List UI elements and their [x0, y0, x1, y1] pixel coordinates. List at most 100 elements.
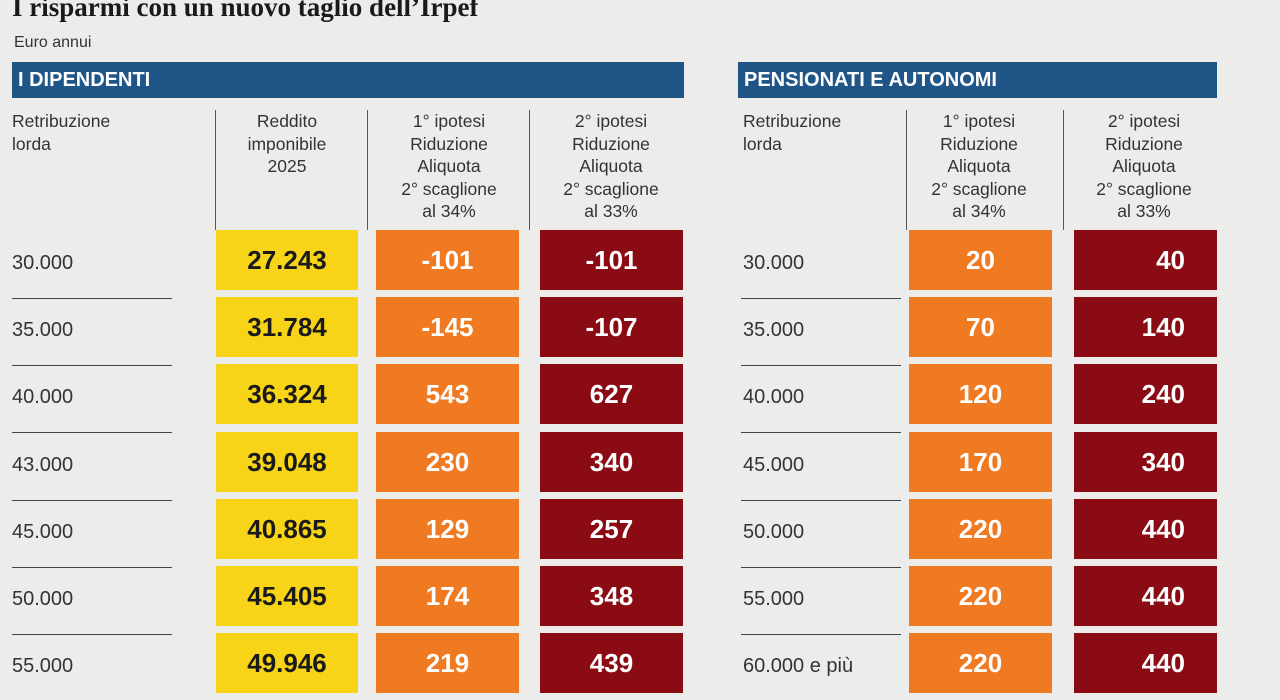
pensioners-col-h2-header: 2° ipotesi Riduzione Aliquota 2° scaglio…	[1063, 110, 1225, 223]
header-line: Retribuzione	[12, 111, 111, 131]
column-divider	[906, 110, 907, 230]
hypothesis-2-cell: 348	[540, 566, 683, 626]
hypothesis-1-cell: 230	[376, 432, 519, 492]
header-line: Retribuzione	[743, 111, 842, 131]
header-line: lorda	[743, 133, 782, 154]
header-line: al 33%	[584, 201, 638, 221]
column-divider	[529, 110, 530, 230]
header-line: 2° ipotesi	[1107, 111, 1181, 131]
gross-salary-label: 43.000	[12, 454, 74, 476]
hypothesis-1-cell: 20	[909, 230, 1052, 290]
hypothesis-2-cell: 257	[540, 499, 683, 559]
taxable-income-cell: 45.405	[216, 566, 358, 626]
header-line: Aliquota	[417, 156, 481, 176]
header-line: Aliquota	[579, 156, 643, 176]
pensioners-col-gross-header: Retribuzione lorda	[743, 110, 903, 155]
gross-salary-label: 50.000	[12, 588, 74, 610]
gross-salary-label: 45.000	[12, 521, 74, 543]
hypothesis-2-cell: 440	[1074, 499, 1217, 559]
row-divider	[12, 432, 172, 433]
taxable-income-cell: 27.243	[216, 230, 358, 290]
taxable-income-cell: 49.946	[216, 633, 358, 693]
hypothesis-2-cell: 240	[1074, 364, 1217, 424]
hypothesis-1-cell: 220	[909, 566, 1052, 626]
hypothesis-2-cell: 340	[540, 432, 683, 492]
hypothesis-2-cell: -101	[540, 230, 683, 290]
header-line: 2025	[267, 156, 307, 176]
employees-col-h2-header: 2° ipotesi Riduzione Aliquota 2° scaglio…	[530, 110, 692, 223]
hypothesis-1-cell: 220	[909, 633, 1052, 693]
taxable-income-cell: 40.865	[216, 499, 358, 559]
hypothesis-1-cell: 129	[376, 499, 519, 559]
hypothesis-1-cell: 220	[909, 499, 1052, 559]
header-line: Riduzione	[940, 133, 1018, 154]
gross-salary-label: 40.000	[12, 386, 74, 408]
row-divider	[12, 567, 172, 568]
row-divider	[741, 500, 901, 501]
hypothesis-1-cell: 170	[909, 432, 1052, 492]
gross-salary-label: 50.000	[743, 521, 805, 543]
header-line: Riduzione	[572, 133, 650, 154]
hypothesis-1-cell: 70	[909, 297, 1052, 357]
gross-salary-label: 55.000	[743, 588, 805, 610]
column-divider	[367, 110, 368, 230]
hypothesis-1-cell: 120	[909, 364, 1052, 424]
column-divider	[215, 110, 216, 230]
header-line: lorda	[12, 133, 51, 154]
row-divider	[12, 634, 172, 635]
row-divider	[741, 567, 901, 568]
pensioners-heading: PENSIONATI E AUTONOMI	[738, 62, 1217, 98]
hypothesis-2-cell: 40	[1074, 230, 1217, 290]
row-divider	[12, 298, 172, 299]
employees-col-gross-header: Retribuzione lorda	[12, 110, 202, 155]
header-line: Riduzione	[410, 133, 488, 154]
employees-col-taxable-header: Reddito imponibile 2025	[216, 110, 358, 178]
hypothesis-1-cell: 219	[376, 633, 519, 693]
gross-salary-label: 35.000	[743, 319, 805, 341]
taxable-income-cell: 36.324	[216, 364, 358, 424]
pensioners-col-h1-header: 1° ipotesi Riduzione Aliquota 2° scaglio…	[898, 110, 1060, 223]
header-line: Reddito	[256, 111, 318, 131]
gross-salary-label: 40.000	[743, 386, 805, 408]
taxable-income-cell: 31.784	[216, 297, 358, 357]
hypothesis-2-cell: -107	[540, 297, 683, 357]
employees-heading: I DIPENDENTI	[12, 62, 684, 98]
header-line: 2° scaglione	[401, 178, 497, 199]
gross-salary-label: 30.000	[12, 252, 74, 274]
header-line: Riduzione	[1105, 133, 1183, 154]
hypothesis-1-cell: 543	[376, 364, 519, 424]
gross-salary-label: 35.000	[12, 319, 74, 341]
row-divider	[741, 432, 901, 433]
hypothesis-2-cell: 627	[540, 364, 683, 424]
gross-salary-label: 55.000	[12, 655, 74, 677]
row-divider	[12, 500, 172, 501]
header-line: 1° ipotesi	[942, 111, 1016, 131]
header-line: 2° scaglione	[1096, 178, 1192, 199]
header-line: 2° scaglione	[563, 178, 659, 199]
hypothesis-2-cell: 340	[1074, 432, 1217, 492]
gross-salary-label: 60.000 e più	[743, 655, 854, 677]
hypothesis-1-cell: -145	[376, 297, 519, 357]
employees-col-h1-header: 1° ipotesi Riduzione Aliquota 2° scaglio…	[368, 110, 530, 223]
header-line: Aliquota	[947, 156, 1011, 176]
page-title: I risparmi con un nuovo taglio dell’Irpe…	[12, 0, 479, 22]
column-divider	[1063, 110, 1064, 230]
gross-salary-label: 45.000	[743, 454, 805, 476]
hypothesis-2-cell: 440	[1074, 633, 1217, 693]
gross-salary-label: 30.000	[743, 252, 805, 274]
hypothesis-1-cell: -101	[376, 230, 519, 290]
hypothesis-2-cell: 439	[540, 633, 683, 693]
hypothesis-2-cell: 140	[1074, 297, 1217, 357]
hypothesis-2-cell: 440	[1074, 566, 1217, 626]
unit-subtitle: Euro annui	[14, 34, 92, 51]
row-divider	[741, 634, 901, 635]
header-line: al 34%	[952, 201, 1006, 221]
header-line: 2° ipotesi	[574, 111, 648, 131]
row-divider	[12, 365, 172, 366]
taxable-income-cell: 39.048	[216, 432, 358, 492]
hypothesis-1-cell: 174	[376, 566, 519, 626]
header-line: al 33%	[1117, 201, 1171, 221]
header-line: 1° ipotesi	[412, 111, 486, 131]
header-line: Aliquota	[1112, 156, 1176, 176]
header-line: 2° scaglione	[931, 178, 1027, 199]
